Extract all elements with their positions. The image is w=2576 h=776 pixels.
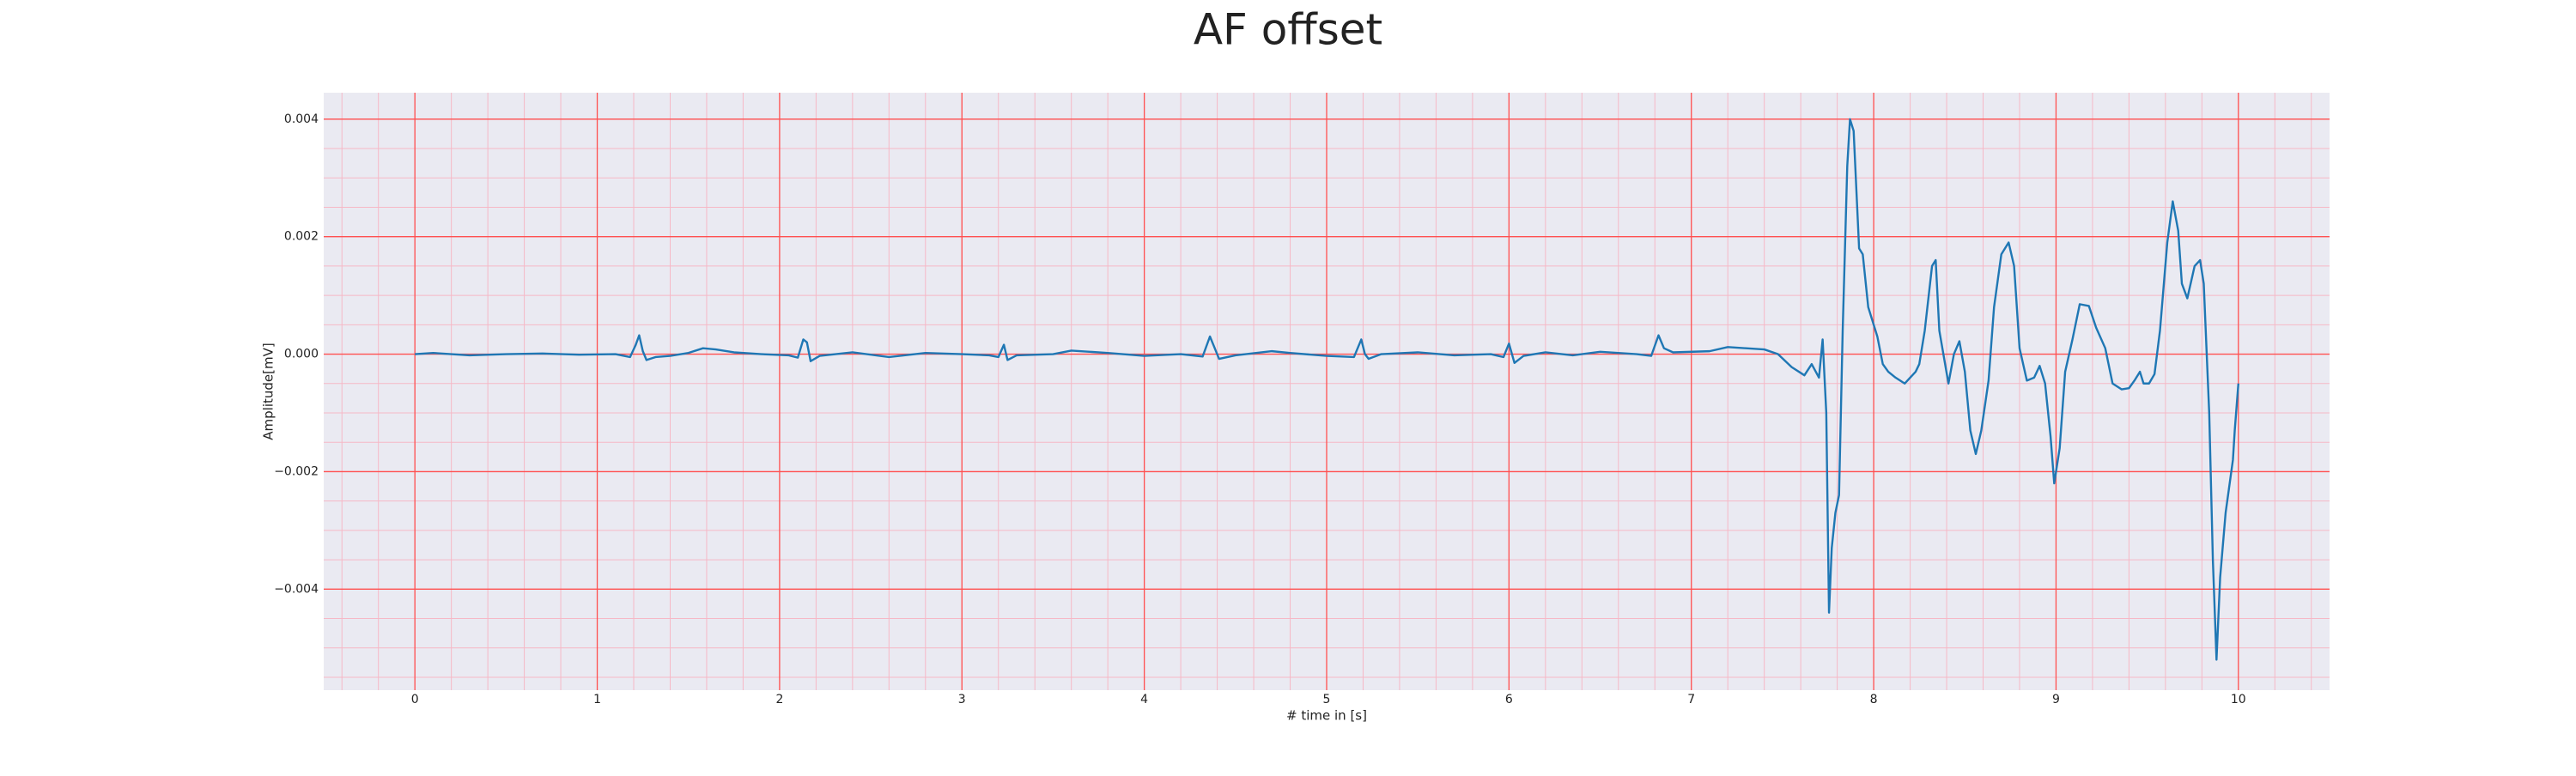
x-tick-label: 10 xyxy=(2231,693,2246,706)
x-tick-label: 3 xyxy=(958,693,966,706)
x-tick-label: 7 xyxy=(1687,693,1695,706)
x-axis-label: # time in [s] xyxy=(1286,708,1367,724)
x-tick-label: 0 xyxy=(411,693,419,706)
x-tick-label: 2 xyxy=(775,693,783,706)
signal-line xyxy=(415,118,2240,661)
chart-title: AF offset xyxy=(1194,5,1382,55)
x-tick-label: 8 xyxy=(1870,693,1878,706)
y-tick-label: 0.000 xyxy=(284,348,319,361)
y-axis-label: Amplitude[mV] xyxy=(261,343,276,440)
y-tick-label: 0.004 xyxy=(284,112,319,126)
x-tick-label: 6 xyxy=(1505,693,1513,706)
x-tick-label: 5 xyxy=(1323,693,1331,706)
x-tick-label: 9 xyxy=(2052,693,2060,706)
y-tick-label: −0.004 xyxy=(274,582,319,596)
x-tick-label: 1 xyxy=(593,693,601,706)
y-tick-label: 0.002 xyxy=(284,230,319,244)
y-tick-label: −0.002 xyxy=(274,464,319,478)
x-tick-label: 4 xyxy=(1140,693,1148,706)
